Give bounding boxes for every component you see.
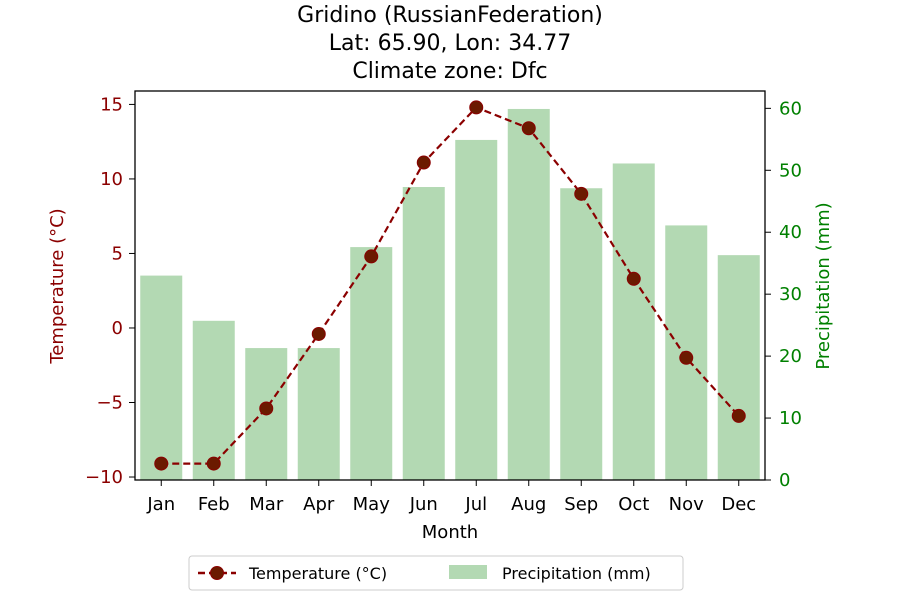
x-tick-label-dec: Dec bbox=[721, 494, 756, 515]
precipitation-bar-jan bbox=[140, 275, 183, 480]
temperature-point-nov bbox=[679, 350, 694, 365]
x-tick-label-oct: Oct bbox=[618, 494, 649, 515]
precipitation-bar-jul bbox=[455, 139, 498, 481]
legend-temperature-marker bbox=[210, 566, 224, 580]
left-tick-label-0: −10 bbox=[85, 467, 123, 488]
x-tick-label-may: May bbox=[353, 494, 391, 515]
temperature-point-apr bbox=[311, 326, 326, 341]
temperature-point-jul bbox=[469, 100, 484, 115]
precipitation-bar-dec bbox=[717, 255, 760, 480]
axes: Jan Feb Mar Apr May Jun Jul Aug Sep Oct Nov Dec −10 −… bbox=[85, 90, 802, 515]
temperature-point-dec bbox=[731, 408, 746, 423]
precipitation-bars bbox=[140, 108, 760, 481]
x-tick-label-feb: Feb bbox=[198, 494, 230, 515]
temperature-point-jun bbox=[416, 155, 431, 170]
temperature-line bbox=[161, 106, 740, 465]
precipitation-bar-may bbox=[350, 247, 393, 480]
right-tick-label-5: 50 bbox=[779, 160, 802, 181]
left-tick-label-1: −5 bbox=[96, 392, 123, 413]
left-tick-label-2: 0 bbox=[112, 318, 123, 339]
chart-title-line-2: Lat: 65.90, Lon: 34.77 bbox=[329, 31, 571, 56]
temperature-point-aug bbox=[521, 121, 536, 136]
temperature-series bbox=[154, 100, 746, 471]
x-tick-label-apr: Apr bbox=[303, 494, 335, 515]
legend-precipitation-label: Precipitation (mm) bbox=[502, 564, 651, 583]
right-tick-label-4: 40 bbox=[779, 222, 802, 243]
precipitation-bar-jun bbox=[402, 187, 445, 480]
chart-title: Gridino (RussianFederation) Lat: 65.90, … bbox=[297, 3, 603, 84]
precipitation-bar-sep bbox=[560, 188, 603, 480]
x-tick-label-jan: Jan bbox=[146, 494, 175, 515]
x-tick-label-nov: Nov bbox=[669, 494, 704, 515]
right-tick-label-1: 10 bbox=[779, 408, 802, 429]
legend-temperature-label: Temperature (°C) bbox=[248, 564, 387, 583]
right-tick-label-6: 60 bbox=[779, 98, 802, 119]
right-tick-label-0: 0 bbox=[779, 470, 790, 491]
x-tick-label-sep: Sep bbox=[564, 494, 598, 515]
x-tick-label-jul: Jul bbox=[464, 494, 487, 515]
precipitation-bar-aug bbox=[507, 108, 550, 480]
temperature-point-may bbox=[364, 249, 379, 264]
legend-frame bbox=[188, 555, 684, 591]
temperature-point-feb bbox=[206, 456, 221, 471]
legend: Temperature (°C) Precipitation (mm) bbox=[188, 555, 684, 591]
temperature-point-sep bbox=[574, 186, 589, 201]
x-tick-label-aug: Aug bbox=[511, 494, 546, 515]
temperature-point-oct bbox=[626, 271, 641, 286]
plot-frame bbox=[134, 90, 766, 481]
right-tick-label-3: 30 bbox=[779, 284, 802, 305]
left-tick-label-4: 10 bbox=[100, 169, 123, 190]
precipitation-bar-apr bbox=[297, 348, 340, 480]
chart-title-line-3: Climate zone: Dfc bbox=[352, 59, 547, 84]
chart-title-line-1: Gridino (RussianFederation) bbox=[297, 3, 603, 28]
left-axis-label: Temperature (°C) bbox=[47, 208, 68, 364]
right-tick-label-2: 20 bbox=[779, 346, 802, 367]
precipitation-bar-oct bbox=[612, 163, 655, 480]
left-tick-label-3: 5 bbox=[112, 243, 123, 264]
left-tick-label-5: 15 bbox=[100, 94, 123, 115]
x-axis-label: Month bbox=[422, 522, 478, 543]
precipitation-bar-feb bbox=[192, 320, 235, 480]
legend-precipitation-swatch bbox=[449, 565, 487, 579]
temperature-point-jan bbox=[154, 456, 169, 471]
right-axis-label: Precipitation (mm) bbox=[813, 202, 834, 369]
x-tick-label-jun: Jun bbox=[409, 494, 438, 515]
x-tick-label-mar: Mar bbox=[249, 494, 284, 515]
temperature-point-mar bbox=[259, 401, 274, 416]
